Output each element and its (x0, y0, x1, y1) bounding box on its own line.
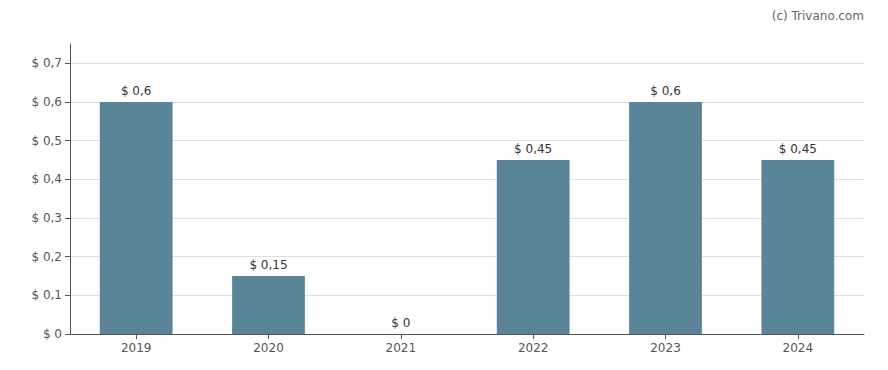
svg-text:$ 0,15: $ 0,15 (249, 258, 287, 272)
svg-text:$ 0,6: $ 0,6 (121, 84, 152, 98)
svg-text:$ 0,1: $ 0,1 (31, 288, 62, 302)
svg-text:$ 0,7: $ 0,7 (31, 56, 62, 70)
svg-text:$ 0: $ 0 (391, 316, 410, 330)
svg-text:(c) Trivano.com: (c) Trivano.com (772, 9, 864, 23)
svg-text:$ 0: $ 0 (43, 327, 62, 341)
svg-text:$ 0,4: $ 0,4 (31, 172, 62, 186)
svg-text:$ 0,6: $ 0,6 (650, 84, 681, 98)
svg-text:$ 0,45: $ 0,45 (514, 142, 552, 156)
svg-text:2019: 2019 (121, 341, 152, 355)
svg-text:$ 0,3: $ 0,3 (31, 211, 62, 225)
svg-text:$ 0,2: $ 0,2 (31, 250, 62, 264)
svg-text:$ 0,6: $ 0,6 (31, 95, 62, 109)
svg-text:2021: 2021 (386, 341, 417, 355)
svg-text:$ 0,45: $ 0,45 (779, 142, 817, 156)
svg-text:2020: 2020 (253, 341, 284, 355)
svg-text:2023: 2023 (650, 341, 681, 355)
svg-text:$ 0,5: $ 0,5 (31, 134, 62, 148)
svg-text:2024: 2024 (783, 341, 814, 355)
svg-text:2022: 2022 (518, 341, 549, 355)
